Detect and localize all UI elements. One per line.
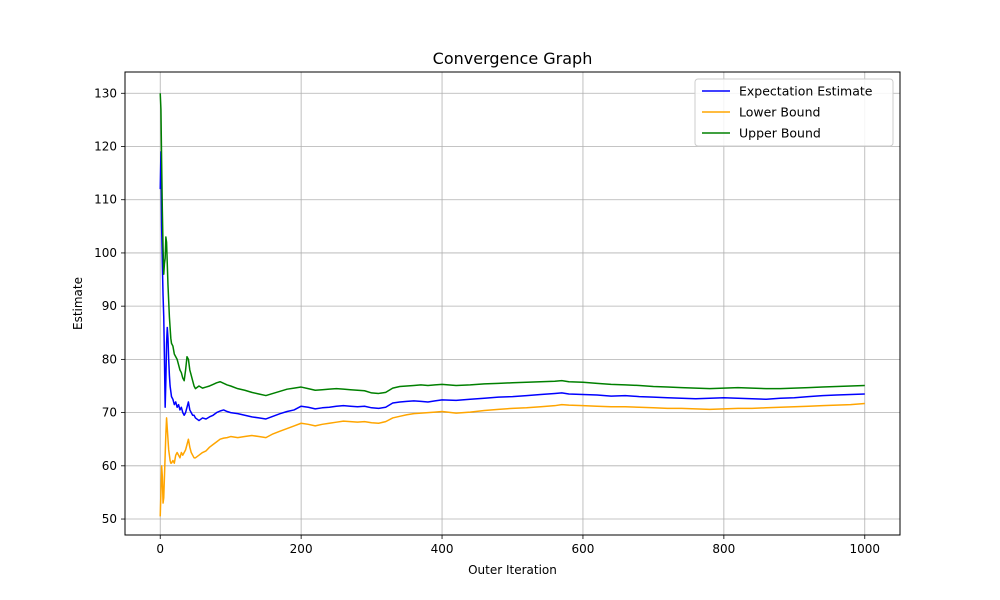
legend-label: Upper Bound: [739, 126, 821, 141]
x-axis-label: Outer Iteration: [468, 563, 557, 577]
y-axis-ticks: 50 60 70 80 90 100 110 120 130: [94, 86, 125, 526]
y-tick-label: 80: [102, 352, 117, 366]
legend-label: Lower Bound: [739, 105, 820, 120]
legend: Expectation Estimate Lower Bound Upper Bou…: [694, 78, 894, 147]
y-axis-label: Estimate: [71, 277, 85, 330]
grid-lines: [125, 72, 900, 535]
series-line-lower-bound: [159, 402, 865, 517]
y-tick-label: 100: [94, 246, 117, 260]
plot-frame: [124, 71, 901, 536]
y-tick-label: 70: [102, 406, 117, 420]
x-tick-label: 600: [572, 542, 595, 556]
series-lines: [159, 93, 865, 517]
y-tick-label: 90: [102, 299, 117, 313]
x-tick-label: 400: [431, 542, 454, 556]
x-tick-label: 0: [156, 542, 164, 556]
x-tick-label: 800: [712, 542, 735, 556]
x-tick-label: 1000: [849, 542, 880, 556]
x-axis-ticks: 0 200 400 600 800 1000: [156, 535, 880, 556]
legend-label: Expectation Estimate: [739, 84, 873, 99]
chart-title: Convergence Graph: [433, 49, 593, 68]
series-line-expectation-estimate: [159, 151, 865, 422]
y-tick-label: 120: [94, 140, 117, 154]
y-tick-label: 130: [94, 86, 117, 100]
legend-box: [694, 78, 894, 147]
y-tick-label: 60: [102, 459, 117, 473]
x-tick-label: 200: [290, 542, 313, 556]
series-line-upper-bound: [159, 93, 865, 397]
y-tick-label: 110: [94, 193, 117, 207]
y-tick-label: 50: [102, 512, 117, 526]
